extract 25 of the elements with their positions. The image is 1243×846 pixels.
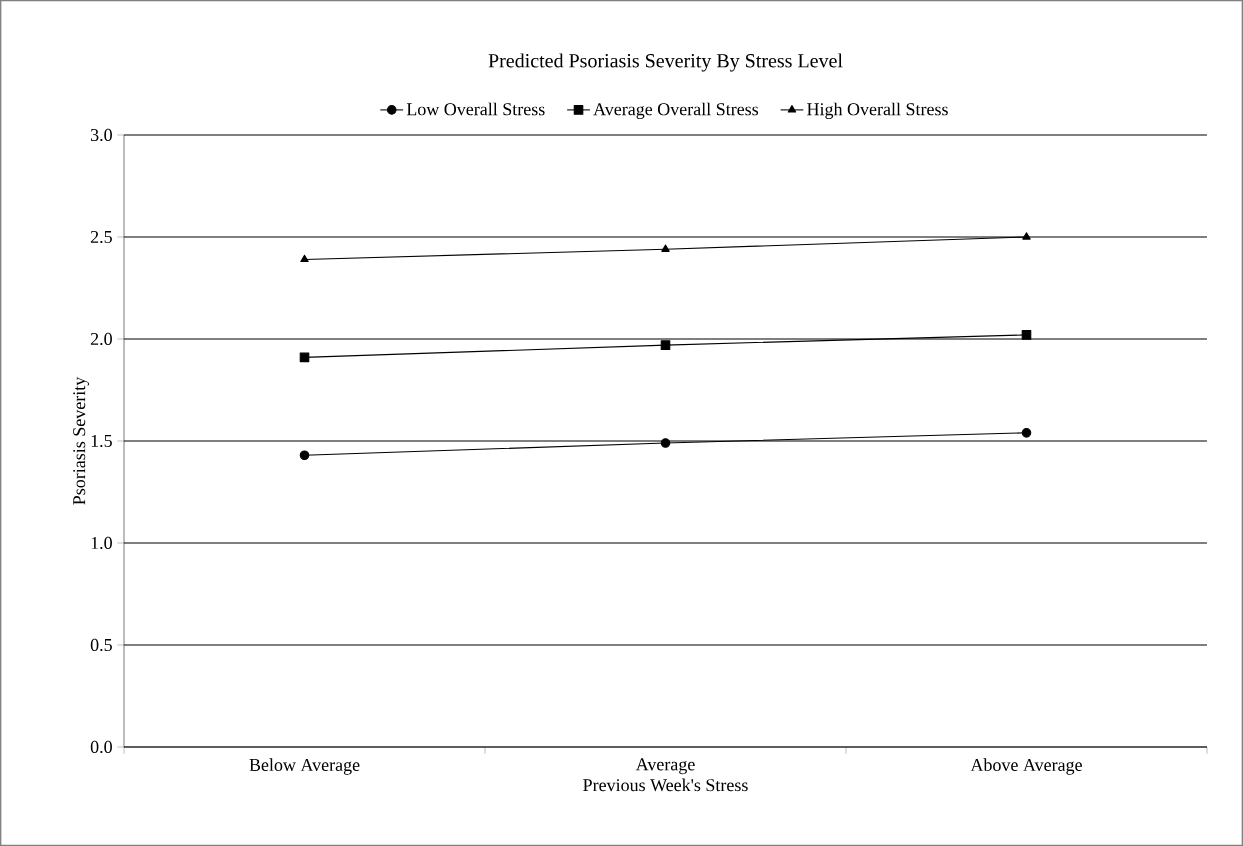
y-tick-label: 3.0 <box>90 128 112 142</box>
y-tick-label: 2.0 <box>90 332 112 346</box>
y-tick-label: 0.0 <box>90 740 112 754</box>
x-axis-title: Previous Week's Stress <box>583 778 748 792</box>
y-tick-label: 0.5 <box>90 638 112 652</box>
y-tick-label: 1.0 <box>91 536 112 550</box>
point <box>299 450 310 461</box>
legend-label: High Overall Stress <box>807 102 948 120</box>
point <box>661 244 670 252</box>
x-tick-label: Below Average <box>249 758 360 775</box>
point <box>660 438 671 448</box>
y-tick-label: 2.5 <box>90 230 112 244</box>
y-axis-title: Psoriasis Severity <box>73 376 89 505</box>
y-tick-label: 1.5 <box>91 434 112 448</box>
x-tick-label: Average <box>635 758 695 775</box>
point <box>300 254 309 263</box>
chart-title: Predicted Psoriasis Severity By Stress Level <box>488 53 843 72</box>
point <box>1022 232 1031 240</box>
point <box>1021 428 1032 438</box>
legend-label: Low Overall Stress <box>406 102 545 116</box>
legend-label: Average Overall Stress <box>593 102 759 120</box>
point <box>1021 330 1032 340</box>
x-tick-label: Above Average <box>970 758 1082 775</box>
point <box>660 340 671 350</box>
point <box>299 352 310 363</box>
